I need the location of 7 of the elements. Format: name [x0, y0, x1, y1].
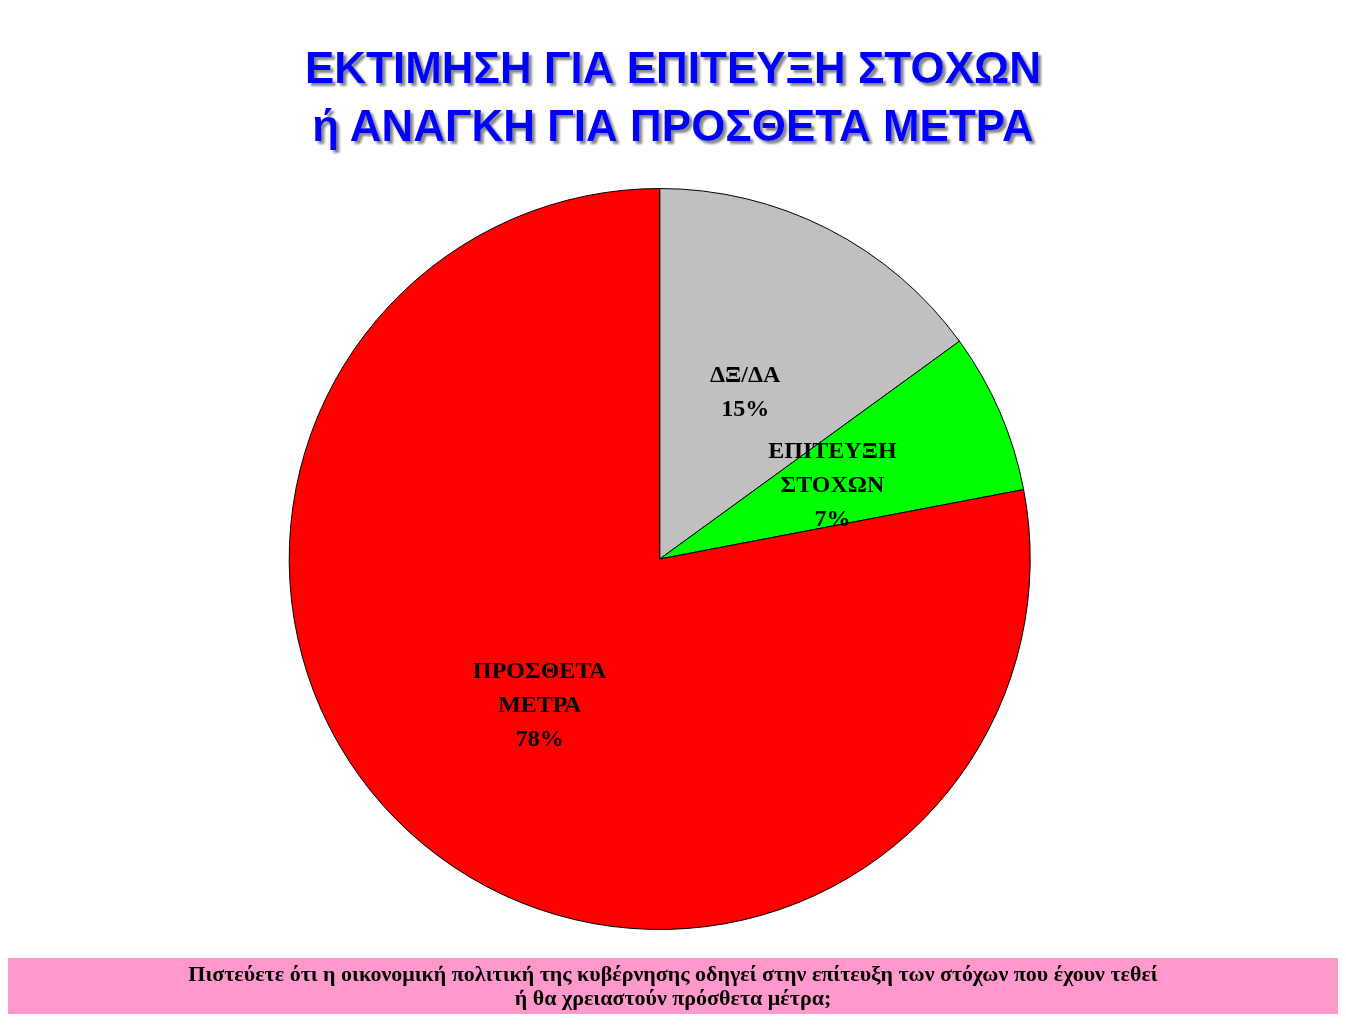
slice-label: ΠΡΟΣΘΕΤΑ ΜΕΤΡΑ: [473, 657, 608, 718]
chart-title: ΕΚΤΙΜΗΣΗ ΓΙΑ ΕΠΙΤΕΥΞΗ ΣΤΟΧΩΝ ή ΑΝΑΓΚΗ ΓΙΑ ΠΡΟΣΘΕΤΑ ΜΕΤΡΑ: [304, 42, 1042, 150]
data-label: 15%: [721, 395, 770, 422]
text: Πιστεύετε ότι η οικονομική πολιτική της κυβέρνησης οδηγεί στην επίτευξη των στόχων που έχουν τεθεί ή θα χρειαστούν πρόσθετα μέτρα;: [8, 958, 1338, 1014]
slice-label: ΔΞ/ΔΑ: [709, 361, 781, 388]
data-label: 78%: [515, 725, 564, 752]
data-label: 7%: [814, 505, 851, 532]
